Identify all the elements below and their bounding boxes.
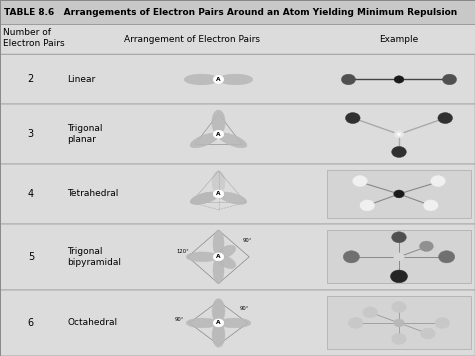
Circle shape (394, 76, 404, 83)
Text: 3: 3 (28, 129, 34, 139)
Ellipse shape (212, 110, 225, 134)
Ellipse shape (218, 74, 253, 85)
Bar (0, 164, 475, 224)
Circle shape (213, 319, 224, 327)
Circle shape (435, 318, 450, 329)
Ellipse shape (190, 133, 219, 148)
Circle shape (353, 176, 367, 187)
Circle shape (213, 130, 224, 138)
Bar (0, 0, 475, 24)
Text: A: A (216, 192, 221, 197)
Circle shape (419, 241, 433, 251)
Circle shape (348, 318, 363, 329)
Ellipse shape (218, 133, 247, 148)
Ellipse shape (186, 318, 219, 328)
Text: TABLE 8.6   Arrangements of Electron Pairs Around an Atom Yielding Minimum Repul: TABLE 8.6 Arrangements of Electron Pairs… (4, 7, 457, 17)
Text: Trigonal
bipyramidal: Trigonal bipyramidal (67, 247, 122, 267)
Bar (0, 24, 475, 54)
Circle shape (213, 253, 224, 261)
Bar (0, 224, 475, 290)
Circle shape (363, 307, 378, 318)
Circle shape (394, 319, 404, 327)
Ellipse shape (213, 230, 224, 257)
Circle shape (213, 75, 224, 83)
Text: Tetrahedral: Tetrahedral (67, 189, 119, 198)
Bar (0, 54, 475, 104)
Bar (327, 230, 471, 283)
Text: A: A (216, 254, 221, 259)
Text: A: A (216, 132, 221, 137)
Ellipse shape (184, 74, 218, 85)
Circle shape (438, 251, 455, 263)
Circle shape (394, 253, 404, 261)
Circle shape (423, 200, 438, 211)
Text: Linear: Linear (67, 75, 95, 84)
Text: Number of
Electron Pairs: Number of Electron Pairs (3, 28, 65, 48)
Ellipse shape (213, 304, 224, 323)
Text: 2: 2 (28, 74, 34, 84)
Circle shape (394, 190, 404, 198)
Ellipse shape (213, 323, 224, 342)
Text: A: A (216, 320, 221, 325)
Circle shape (394, 131, 404, 138)
Bar (327, 170, 471, 218)
Ellipse shape (212, 323, 225, 347)
Circle shape (390, 270, 408, 283)
Ellipse shape (212, 299, 225, 323)
Circle shape (392, 146, 406, 157)
Text: 6: 6 (28, 318, 34, 328)
Circle shape (431, 176, 445, 187)
Bar (0, 290, 475, 356)
Circle shape (443, 74, 456, 85)
Text: 4: 4 (28, 189, 34, 199)
Ellipse shape (213, 257, 224, 283)
Circle shape (213, 190, 224, 198)
Ellipse shape (190, 192, 219, 204)
Text: 90°: 90° (243, 238, 252, 243)
Text: Trigonal
planar: Trigonal planar (67, 124, 103, 144)
Circle shape (360, 200, 375, 211)
Circle shape (345, 112, 360, 124)
Ellipse shape (218, 245, 236, 258)
Ellipse shape (218, 256, 236, 268)
Circle shape (392, 232, 406, 243)
Bar (327, 297, 471, 349)
Text: A: A (216, 77, 221, 82)
Circle shape (438, 112, 453, 124)
Circle shape (420, 328, 435, 339)
Ellipse shape (212, 171, 225, 194)
Text: 120°: 120° (177, 249, 189, 254)
Circle shape (392, 302, 406, 313)
Text: 90°: 90° (239, 306, 249, 311)
Ellipse shape (186, 252, 219, 262)
Text: Octahedral: Octahedral (67, 319, 118, 328)
Circle shape (397, 133, 401, 136)
Circle shape (392, 333, 406, 344)
Text: Example: Example (380, 35, 418, 44)
Circle shape (342, 74, 355, 85)
Text: 90°: 90° (175, 316, 184, 321)
Circle shape (343, 251, 360, 263)
Ellipse shape (218, 318, 251, 328)
Bar (0, 104, 475, 164)
Ellipse shape (190, 192, 219, 204)
Ellipse shape (218, 192, 247, 204)
Text: Arrangement of Electron Pairs: Arrangement of Electron Pairs (124, 35, 260, 44)
Text: 5: 5 (28, 252, 34, 262)
